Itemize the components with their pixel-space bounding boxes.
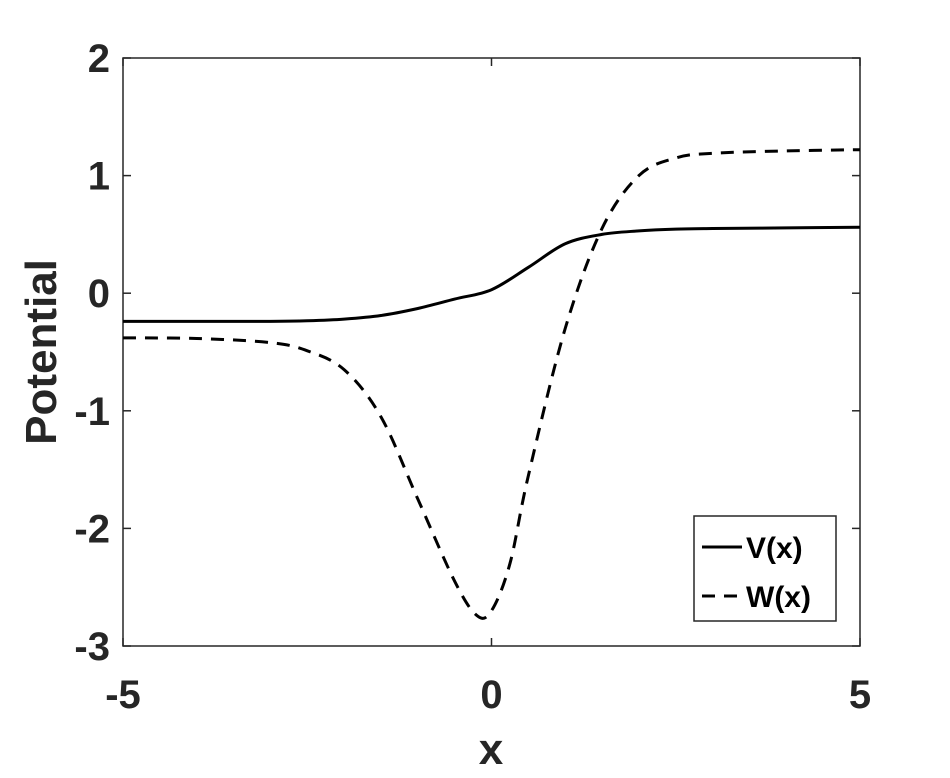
x-tick-label: 0 [480,673,502,717]
legend: V(x) W(x) [693,515,837,622]
series-line-v [122,225,861,323]
series-line-w [122,148,861,620]
y-tick-label: 1 [88,155,110,199]
legend-label-w: W(x) [746,581,811,614]
y-tick-label: 0 [88,272,110,316]
legend-box [693,515,837,622]
y-tick-label: -2 [74,507,110,551]
x-tick-label: 5 [849,673,871,717]
y-tick-label: 2 [88,37,110,81]
y-tick-label: -3 [74,625,110,669]
x-tick-label: -5 [105,673,141,717]
tick-labels: -5 0 5 -3 -2 -1 0 1 2 [74,37,871,717]
y-axis-title: Potential [17,259,66,445]
axis-ticks [122,57,861,647]
series-layer [122,148,861,620]
y-tick-label: -1 [74,390,110,434]
legend-label-v: V(x) [746,532,803,565]
x-axis-title: x [479,725,504,774]
